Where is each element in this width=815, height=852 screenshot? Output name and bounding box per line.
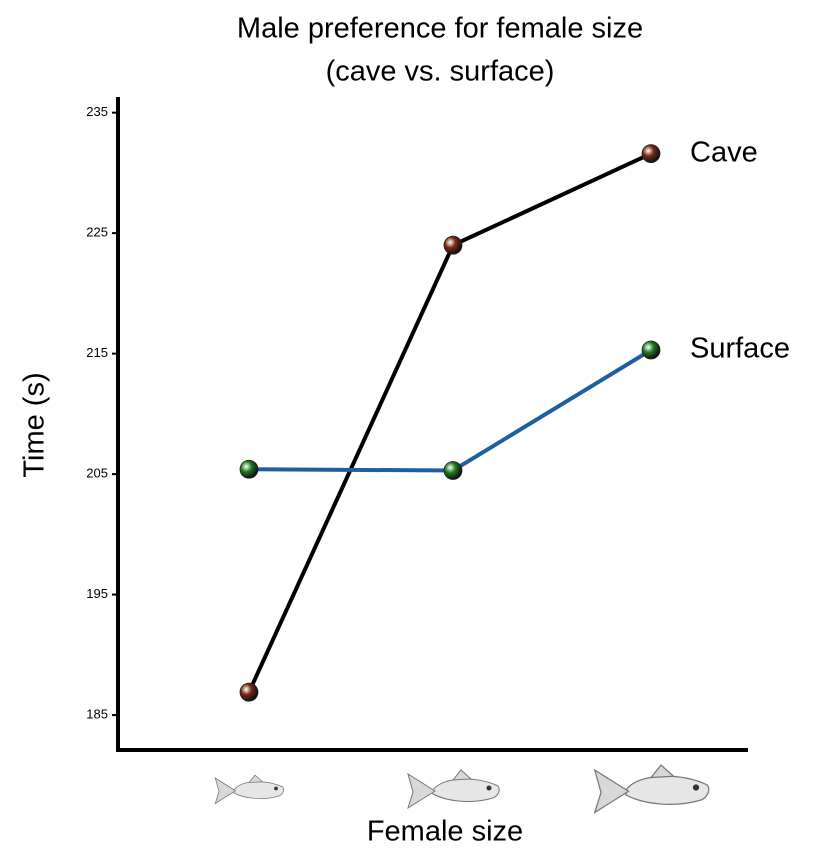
fish-icons <box>215 765 708 813</box>
fish-fin <box>249 775 263 783</box>
y-tick-label: 205 <box>86 466 108 481</box>
y-axis-label: Time (s) <box>19 372 51 477</box>
series-line <box>249 154 651 693</box>
series-label: Cave <box>690 136 758 168</box>
fish-icon <box>408 770 499 808</box>
y-tick-label: 235 <box>86 104 108 119</box>
fish-icon <box>595 765 709 813</box>
y-tick-label: 185 <box>86 706 108 721</box>
fish-tail <box>408 774 435 808</box>
fish-tail <box>595 770 629 813</box>
data-point <box>642 341 660 359</box>
fish-icon <box>215 775 283 804</box>
y-tick-label: 225 <box>86 225 108 240</box>
fish-fin <box>651 765 674 778</box>
data-point <box>240 683 258 701</box>
fish-tail <box>215 778 235 804</box>
y-tick-label: 195 <box>86 586 108 601</box>
data-point <box>444 461 462 479</box>
chart: Male preference for female size (cave vs… <box>0 0 815 852</box>
fish-fin <box>453 770 471 780</box>
fish-eye <box>274 787 278 791</box>
y-tick-label: 215 <box>86 345 108 360</box>
fish-eye <box>487 786 492 791</box>
data-point <box>444 236 462 254</box>
chart-subtitle: (cave vs. surface) <box>326 56 555 88</box>
series-label: Surface <box>690 333 790 365</box>
x-axis-label: Female size <box>367 816 523 848</box>
data-point <box>642 145 660 163</box>
series-line <box>249 350 651 470</box>
data-point <box>240 460 258 478</box>
chart-title: Male preference for female size <box>237 13 643 45</box>
fish-eye <box>693 784 699 790</box>
